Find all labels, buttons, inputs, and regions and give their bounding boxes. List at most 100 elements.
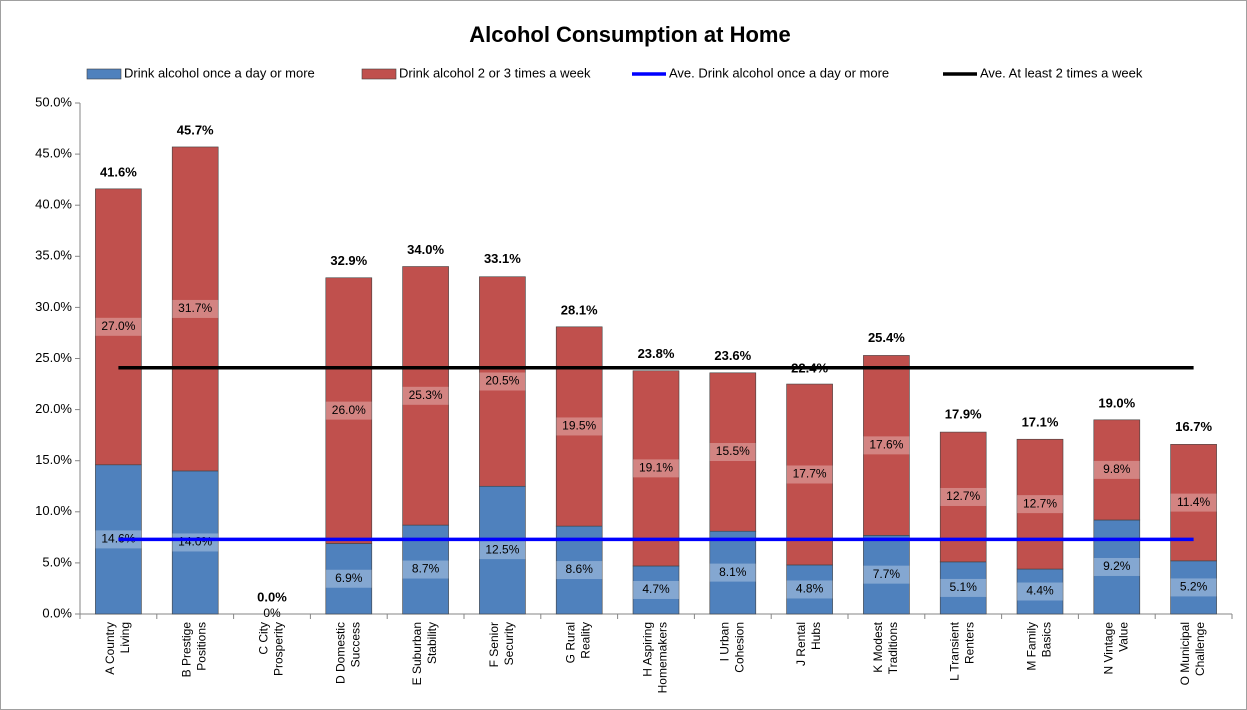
x-tick-label: A CountryLiving (103, 622, 132, 675)
data-label-bg (1170, 578, 1217, 597)
x-tick-label-line: F Senior (487, 622, 501, 667)
bar-segment (95, 188, 142, 466)
data-label: 8.6% (566, 562, 594, 576)
y-tick-label: 50.0% (35, 94, 72, 109)
data-label: 0% (263, 606, 281, 620)
y-tick-label: 30.0% (35, 299, 72, 314)
bar-segment (171, 146, 219, 472)
x-tick-label-line: C City (257, 622, 271, 655)
chart-title: Alcohol Consumption at Home (469, 22, 790, 47)
x-tick-label-line: L Transient (948, 621, 962, 681)
data-label-bg (556, 561, 603, 580)
total-label: 32.9% (330, 253, 367, 268)
bar-segment (786, 383, 833, 566)
x-tick-label-line: Reality (579, 622, 593, 659)
bar-segment (786, 564, 833, 615)
x-tick-label: N VintageValue (1101, 622, 1130, 675)
bar-segment (1016, 568, 1064, 615)
bar-segment (709, 530, 757, 615)
bar-segment (1170, 560, 1217, 615)
data-label: 5.2% (1180, 580, 1208, 594)
x-tick-label-line: Hubs (809, 622, 823, 650)
data-label: 9.8% (1103, 462, 1131, 476)
y-tick-label: 45.0% (35, 146, 72, 161)
data-label: 14.0% (178, 535, 212, 549)
bar-segment (709, 372, 757, 532)
x-tick-label: H AspiringHomemakers (641, 622, 670, 693)
x-tick-label: M FamilyBasics (1025, 622, 1054, 671)
legend-swatch (361, 68, 397, 80)
x-tick-label-line: Homemakers (656, 622, 670, 693)
data-label: 17.7% (793, 467, 827, 481)
total-label: 19.0% (1098, 395, 1135, 410)
x-tick-label-line: J Rental (794, 622, 808, 666)
data-label-bg (863, 436, 910, 455)
total-label: 0.0% (257, 589, 287, 604)
x-tick-label-line: E Suburban (410, 622, 424, 685)
x-tick-label-line: G Rural (564, 622, 578, 663)
x-tick-label-line: Basics (1040, 622, 1054, 657)
data-label-bg (1093, 460, 1140, 479)
bar-segment (863, 355, 910, 536)
bar-segment (1016, 438, 1064, 570)
x-tick-label-line: Success (348, 622, 362, 667)
x-tick-label: C CityProsperity (257, 622, 286, 676)
total-label: 25.4% (868, 330, 905, 345)
data-label-bg (786, 580, 833, 599)
data-label: 6.9% (335, 571, 363, 585)
data-label-bg (479, 541, 526, 560)
bar-segment (1170, 444, 1217, 562)
data-label: 12.7% (946, 489, 980, 503)
x-tick-label: I UrbanCohesion (717, 622, 746, 673)
x-tick-label-line: Value (1116, 622, 1130, 652)
total-label: 23.6% (714, 348, 751, 363)
x-tick-label-line: N Vintage (1101, 622, 1115, 675)
total-label: 16.7% (1175, 419, 1212, 434)
bar-segment (325, 277, 373, 544)
data-label-bg (556, 417, 603, 436)
legend-label: Ave. Drink alcohol once a day or more (669, 65, 889, 80)
data-label: 11.4% (1177, 495, 1210, 509)
x-tick-label: F SeniorSecurity (487, 622, 516, 667)
bar-segment (555, 326, 603, 527)
data-label: 20.5% (485, 374, 519, 388)
bar-segment (402, 266, 449, 526)
x-tick-label: J RentalHubs (794, 622, 823, 666)
data-label-bg (633, 580, 679, 599)
y-tick-label: 15.0% (35, 452, 72, 467)
x-tick-label-line: Challenge (1193, 622, 1207, 676)
y-tick-label: 25.0% (35, 350, 72, 365)
bar-segment (939, 561, 987, 615)
legend-label: Drink alcohol 2 or 3 times a week (399, 65, 591, 80)
bar-segment (171, 470, 219, 615)
total-label: 17.9% (945, 406, 982, 421)
data-label: 8.1% (719, 565, 747, 579)
x-tick-label: E SuburbanStability (410, 622, 439, 685)
y-tick-label: 0.0% (42, 605, 72, 620)
data-label: 4.7% (642, 582, 670, 596)
data-label-bg (940, 578, 987, 597)
total-label: 34.0% (407, 242, 444, 257)
total-label: 17.1% (1022, 415, 1059, 430)
data-label: 4.8% (796, 582, 824, 596)
data-label-bg (1170, 493, 1217, 512)
x-tick-label-line: O Municipal (1178, 622, 1192, 685)
data-label-bg (402, 560, 449, 579)
legend-label: Drink alcohol once a day or more (124, 65, 315, 80)
data-label: 4.4% (1026, 584, 1054, 598)
data-label: 7.7% (873, 567, 901, 581)
y-tick-label: 35.0% (35, 248, 72, 263)
data-label: 26.0% (332, 403, 366, 417)
data-label: 9.2% (1103, 559, 1131, 573)
data-label: 8.7% (412, 562, 440, 576)
x-tick-label-line: A Country (103, 622, 117, 675)
x-tick-label-line: Stability (425, 622, 439, 664)
legend-swatch (86, 68, 122, 80)
x-tick-label-line: D Domestic (333, 622, 347, 684)
x-tick-label-line: H Aspiring (641, 622, 655, 677)
bar-segment (632, 370, 680, 567)
x-tick-label-line: Security (502, 622, 516, 665)
data-label: 19.5% (562, 419, 596, 433)
data-label-bg (325, 569, 372, 588)
bar-segment (479, 276, 526, 487)
